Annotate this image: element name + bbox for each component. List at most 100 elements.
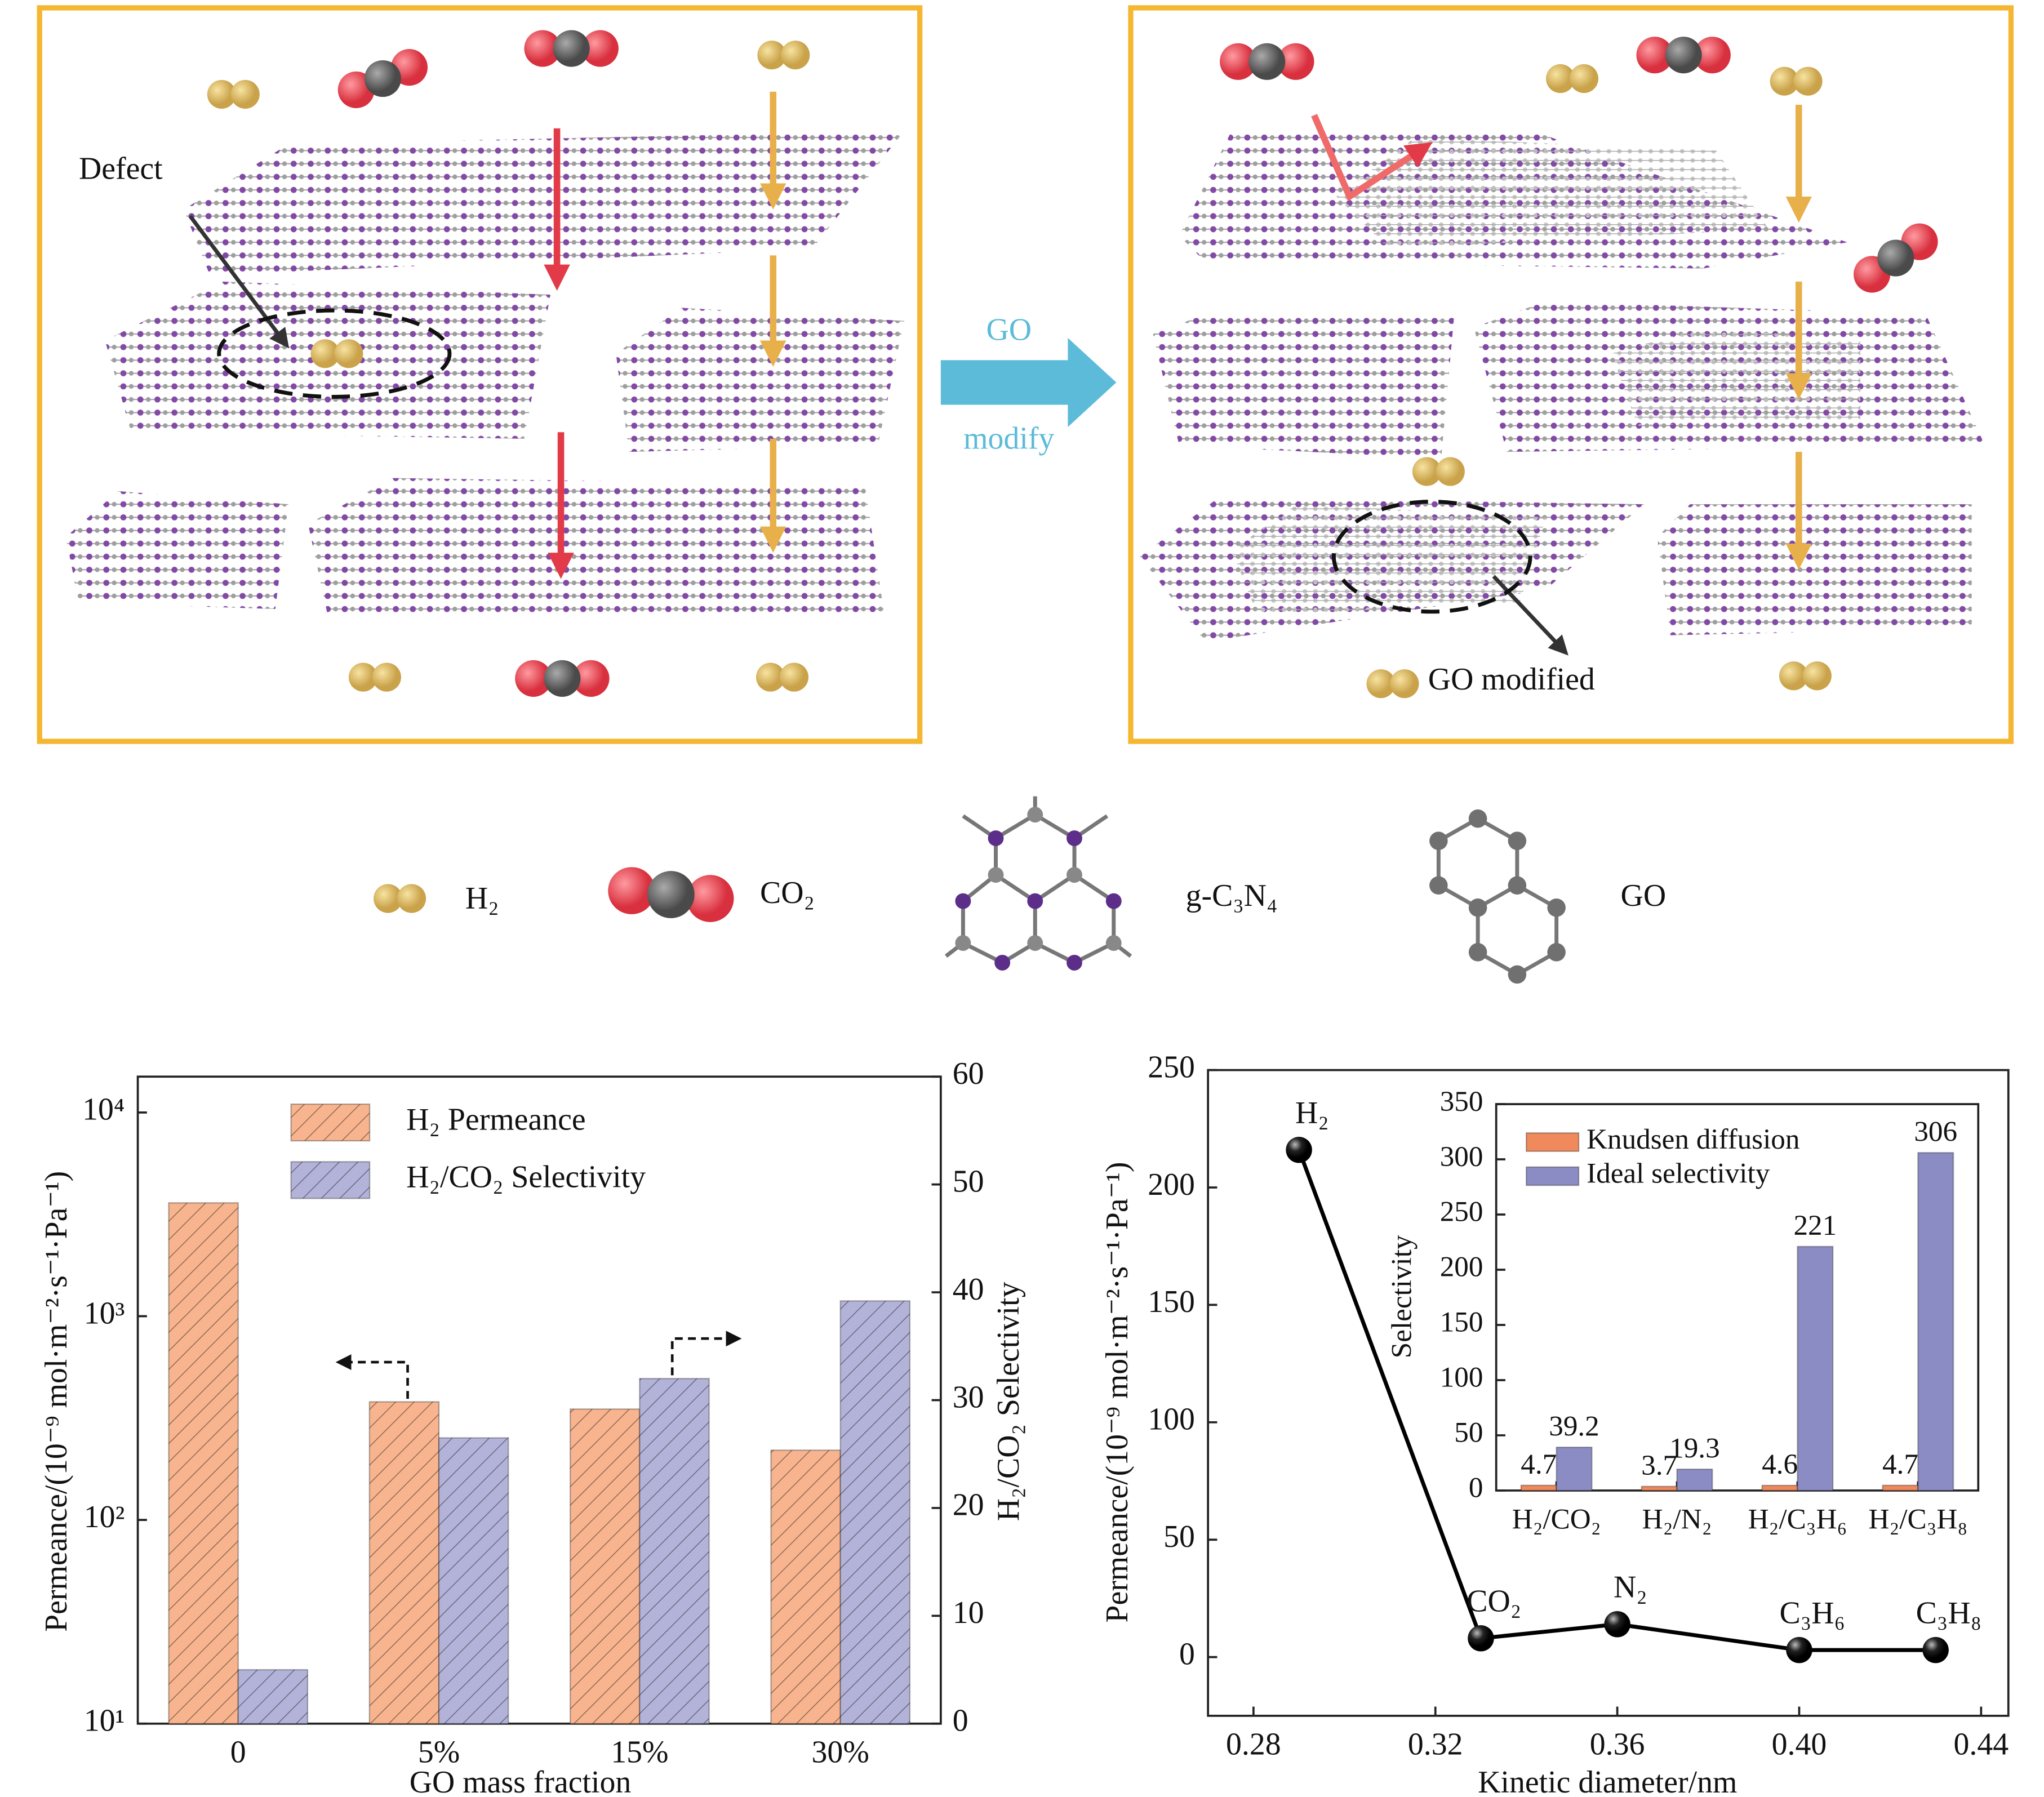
legend-label: GO (1621, 878, 1667, 913)
y-tick-label: 350 (1440, 1086, 1483, 1118)
y-tick-label: 10³ (84, 1296, 125, 1331)
y-title: Permeance/(10⁻⁹ mol·m⁻²·s⁻¹·Pa⁻¹) (1100, 1162, 1135, 1623)
data-label: 39.2 (1549, 1410, 1599, 1442)
chart: 0 50 100 150 200 250 300 350 Selectivity H₂/CO₂ H₂… (1386, 1086, 1980, 1535)
y2-tick-label: 50 (953, 1164, 984, 1199)
bar (1882, 1484, 1919, 1492)
h2-atom (1802, 661, 1832, 691)
x-tick-label: 0.36 (1590, 1727, 1645, 1762)
charts: 10¹ 10² 10³ 10⁴ 0 10 20 30 40 50 60 GO mass fractio… (39, 1049, 2010, 1797)
legend-label: H₂ Permeance (406, 1102, 585, 1137)
y2-tick-label: 40 (953, 1272, 984, 1307)
bar (368, 1401, 440, 1724)
legend-label: H₂/CO₂ Selectivity (406, 1160, 646, 1195)
y2-tick-label: 10 (953, 1595, 984, 1630)
o-atom (1220, 43, 1257, 80)
data-label: 4.7 (1521, 1448, 1557, 1480)
x-title: Kinetic diameter/nm (1478, 1765, 1737, 1797)
bar (237, 1669, 309, 1724)
bar (1676, 1468, 1713, 1492)
y2-tick-label: 30 (953, 1380, 984, 1415)
go-structure (1429, 809, 1566, 984)
h2-atom (372, 662, 401, 692)
chart: 0 50 100 150 200 250 Kinetic diameter/nm Permea… (1100, 1049, 2010, 1797)
y-tick-label: 150 (1148, 1284, 1195, 1319)
point-label: C₃H₆ (1780, 1595, 1845, 1630)
c-atom (647, 871, 695, 918)
panel-frame (37, 5, 923, 744)
x-tick-label: H₂/N₂ (1642, 1503, 1712, 1535)
y2-tick-label: 0 (953, 1703, 968, 1738)
plot-frame (1207, 1069, 2010, 1717)
o-atom (1694, 37, 1731, 74)
h2-atom (1390, 669, 1419, 699)
y-tick-label: 300 (1440, 1141, 1483, 1173)
bar (1797, 1246, 1834, 1492)
y-tick-label: 50 (1454, 1417, 1483, 1449)
h2-atom (1546, 64, 1575, 94)
y-tick-label: 200 (1440, 1251, 1483, 1283)
h2-atom (1412, 457, 1442, 486)
go-outline (1331, 500, 1532, 614)
point-label: N₂ (1614, 1570, 1647, 1605)
h2-atom (781, 41, 810, 70)
h2-atom (207, 79, 236, 109)
bar (770, 1449, 841, 1724)
bar (438, 1437, 509, 1724)
h2-atom (1793, 66, 1823, 96)
h2-atom (756, 662, 785, 692)
c-atom (544, 660, 581, 697)
h2-atom (1770, 66, 1799, 96)
panel-frame (1128, 5, 2014, 744)
schematic: Defect GO modify GO modified H₂ CO₂ g-C₃… (37, 5, 2014, 984)
h2-atom (779, 662, 809, 692)
x-tick-label: 5% (418, 1734, 460, 1769)
o-atom (572, 660, 610, 697)
arrow-label: GO (986, 312, 1032, 347)
y2-tick-label: 20 (953, 1488, 984, 1523)
legend-swatch (1525, 1166, 1580, 1186)
h2-atom (334, 339, 363, 368)
legend-swatch (1525, 1132, 1580, 1152)
o-atom (608, 867, 655, 914)
molecules (207, 30, 1938, 922)
h2-atom (374, 884, 403, 913)
data-label: 221 (1793, 1209, 1837, 1242)
x-tick-label: 0 (230, 1734, 246, 1769)
defect-outline (217, 308, 452, 399)
y-tick-label: 250 (1440, 1196, 1483, 1228)
legend-label: CO₂ (760, 875, 815, 910)
c-atom (1248, 43, 1286, 80)
h2-atom (310, 339, 340, 368)
legend-label: g-C₃N₄ (1186, 878, 1278, 913)
bar (1761, 1484, 1798, 1492)
c-atom (1665, 37, 1702, 74)
go-modified-label: GO modified (1428, 662, 1595, 697)
y-tick-label: 50 (1163, 1519, 1195, 1554)
x-tick-label: 30% (812, 1734, 869, 1769)
o-atom (524, 30, 561, 67)
y2-title: H₂/CO₂ Selectivity (991, 1282, 1026, 1521)
x-tick-label: H₂/C₃H₆ (1748, 1503, 1847, 1535)
y-tick-label: 10¹ (84, 1703, 125, 1738)
plot-frame (1495, 1103, 1980, 1492)
defect-label: Defect (79, 151, 163, 186)
arrow-label: modify (963, 421, 1054, 456)
y-tick-label: 150 (1440, 1306, 1483, 1338)
o-atom (1277, 43, 1314, 80)
h2-atom (397, 884, 426, 913)
data-label: 4.6 (1762, 1448, 1798, 1480)
annotation-arrows (335, 1331, 742, 1399)
bar (168, 1202, 239, 1724)
data-label: 4.7 (1882, 1448, 1918, 1480)
data-point (1922, 1636, 1949, 1663)
bar (1641, 1485, 1678, 1492)
o-atom (515, 660, 552, 697)
h2-atom (230, 79, 260, 109)
point-label: H₂ (1295, 1096, 1329, 1131)
data-label: 306 (1914, 1115, 1957, 1147)
c-atom (553, 30, 590, 67)
y-tick-label: 0 (1469, 1472, 1483, 1504)
y-tick-label: 0 (1179, 1636, 1195, 1671)
